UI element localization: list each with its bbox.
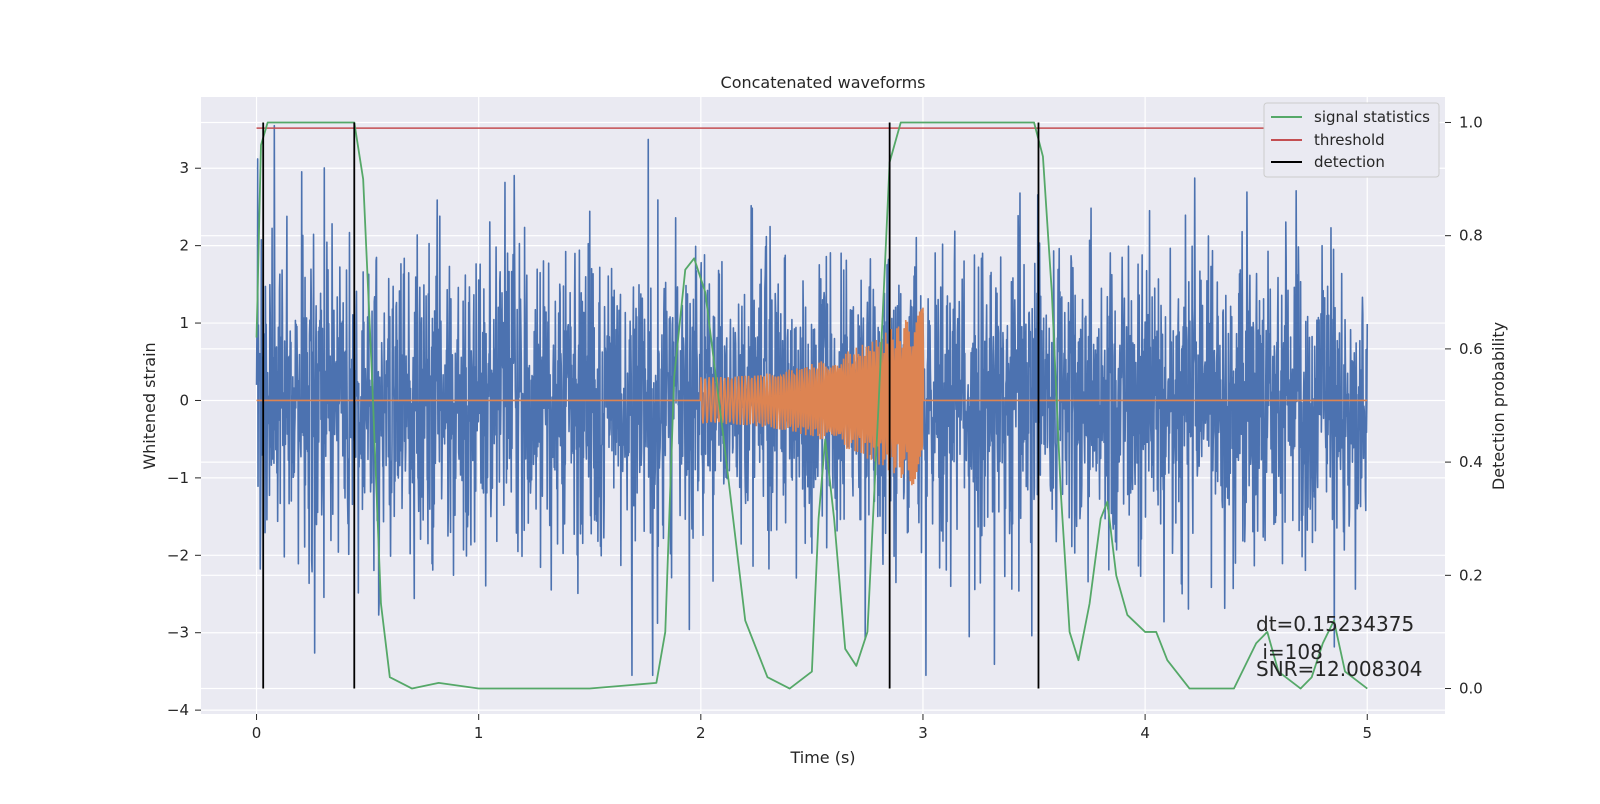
x-ticks: 0 1 2 3 4 5 <box>252 714 1372 742</box>
y-tick-label: 1 <box>179 314 189 332</box>
y2-ticks: 0.0 0.2 0.4 0.6 0.8 1.0 <box>1445 113 1483 698</box>
x-tick-label: 1 <box>474 724 484 742</box>
y-tick-label: 2 <box>179 237 189 255</box>
x-tick-label: 4 <box>1140 724 1150 742</box>
annotation-i: i=108 <box>1256 640 1323 664</box>
plot-area <box>255 121 1369 690</box>
annotation-snr: SNR=12.008304 <box>1256 657 1422 681</box>
y-tick-label: −3 <box>167 624 189 642</box>
signal-statistics-series-line <box>255 121 1368 690</box>
y-ticks: −4 −3 −2 −1 0 1 2 3 <box>167 159 201 719</box>
y2-tick-label: 0.2 <box>1459 566 1483 584</box>
chart-title: Concatenated waveforms <box>721 73 926 92</box>
y2-tick-label: 0.0 <box>1459 680 1483 698</box>
strain-series-line <box>255 124 1369 677</box>
y2-tick-label: 0.8 <box>1459 227 1483 245</box>
y-tick-label: 3 <box>179 159 189 177</box>
annotation-block: dt=0.15234375 i=108 SNR=12.008304 <box>1256 612 1422 681</box>
legend-label-detection: detection <box>1314 153 1385 171</box>
y-tick-label: −2 <box>167 546 189 564</box>
x-tick-label: 5 <box>1362 724 1372 742</box>
y2-tick-label: 0.6 <box>1459 340 1483 358</box>
y2-tick-label: 1.0 <box>1459 113 1483 131</box>
x-axis-label: Time (s) <box>789 748 855 767</box>
y2-axis-label: Detection probability <box>1489 322 1508 490</box>
legend-label-signal-statistics: signal statistics <box>1314 108 1430 126</box>
x-tick-label: 3 <box>918 724 928 742</box>
y-tick-label: −1 <box>167 469 189 487</box>
x-tick-label: 0 <box>252 724 262 742</box>
y-tick-label: 0 <box>179 391 189 409</box>
legend-box <box>1263 102 1440 178</box>
annotation-dt: dt=0.15234375 <box>1256 612 1414 636</box>
legend: signal statistics threshold detection <box>1263 102 1440 178</box>
legend-label-threshold: threshold <box>1314 131 1385 149</box>
y2-tick-label: 0.4 <box>1459 453 1483 471</box>
y-axis-label: Whitened strain <box>140 342 159 469</box>
y-tick-label: −4 <box>167 701 189 719</box>
x-tick-label: 2 <box>696 724 706 742</box>
chirp-series-line <box>256 307 1368 486</box>
